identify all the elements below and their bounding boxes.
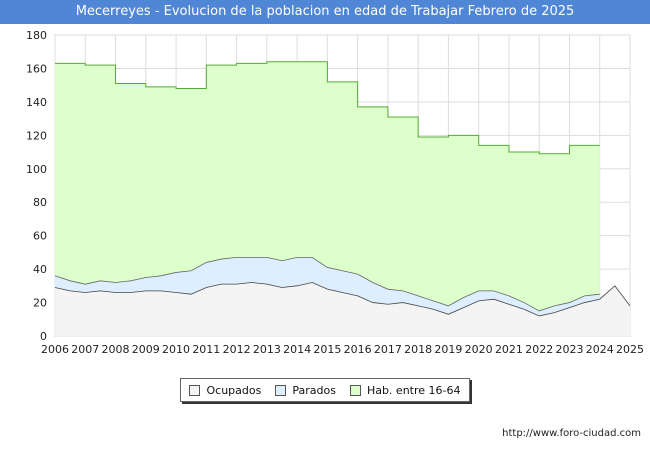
y-tick-label: 80 xyxy=(33,196,47,209)
x-tick-label: 2009 xyxy=(132,343,160,356)
legend-item-ocupados: Ocupados xyxy=(189,384,261,397)
chart-title: Mecerreyes - Evolucion de la poblacion e… xyxy=(0,0,650,24)
series-ocupados-line xyxy=(54,282,631,317)
y-tick-label: 120 xyxy=(26,129,47,142)
x-tick-label: 2024 xyxy=(586,343,614,356)
y-tick-label: 180 xyxy=(26,29,47,42)
x-tick-label: 2012 xyxy=(223,343,251,356)
legend-item-hab: Hab. entre 16-64 xyxy=(349,383,461,397)
x-axis-ticks: 2006 2007 2008 2009 2010 2011 2012 2013 2014 2015… xyxy=(41,343,644,356)
x-tick-label: 2021 xyxy=(495,343,523,356)
legend-swatch-hab-icon xyxy=(349,384,361,396)
legend-label-ocupados: Ocupados xyxy=(206,383,262,397)
legend-label-hab: Hab. entre 16-64 xyxy=(366,383,461,397)
y-tick-label: 160 xyxy=(26,62,47,75)
x-tick-label: 2017 xyxy=(374,343,402,356)
source-link[interactable]: http://www.foro-ciudad.com xyxy=(502,428,641,439)
x-tick-label: 2006 xyxy=(41,343,69,356)
y-tick-label: 0 xyxy=(40,330,47,343)
series-ocupados-area xyxy=(55,282,630,336)
legend-item-parados: Parados xyxy=(275,384,336,397)
x-tick-label: 2018 xyxy=(404,343,432,356)
y-axis-ticks: 0 20 40 60 80 100 120 140 160 180 xyxy=(26,29,47,343)
x-tick-label: 2025 xyxy=(616,343,644,356)
legend-swatch-parados-icon xyxy=(275,384,287,396)
x-tick-label: 2019 xyxy=(434,343,462,356)
x-tick-label: 2022 xyxy=(525,343,553,356)
legend-swatch-ocupados-icon xyxy=(189,384,201,396)
series-hab-line xyxy=(55,61,600,155)
x-tick-label: 2011 xyxy=(192,343,220,356)
series-parados-area xyxy=(55,257,600,316)
x-tick-label: 2020 xyxy=(465,343,493,356)
series-areas xyxy=(54,61,631,336)
x-tick-label: 2007 xyxy=(71,343,99,356)
y-tick-label: 40 xyxy=(33,263,47,276)
legend: Ocupados Parados Hab. entre 16-64 xyxy=(180,378,470,402)
y-tick-label: 140 xyxy=(26,96,47,109)
series-hab-area xyxy=(55,61,600,336)
y-tick-label: 100 xyxy=(26,163,47,176)
x-tick-label: 2015 xyxy=(313,343,341,356)
x-tick-label: 2010 xyxy=(162,343,190,356)
x-tick-label: 2016 xyxy=(344,343,372,356)
x-tick-label: 2023 xyxy=(555,343,583,356)
y-tick-label: 60 xyxy=(33,230,47,243)
x-tick-label: 2008 xyxy=(102,343,130,356)
chart-plot: 0 20 40 60 80 100 120 140 160 180 2006 2007 2008 200… xyxy=(26,29,644,356)
series-parados-line xyxy=(54,257,600,312)
legend-label-parados: Parados xyxy=(292,383,336,397)
y-tick-label: 20 xyxy=(33,297,47,310)
x-tick-label: 2014 xyxy=(283,343,311,356)
x-tick-label: 2013 xyxy=(253,343,281,356)
